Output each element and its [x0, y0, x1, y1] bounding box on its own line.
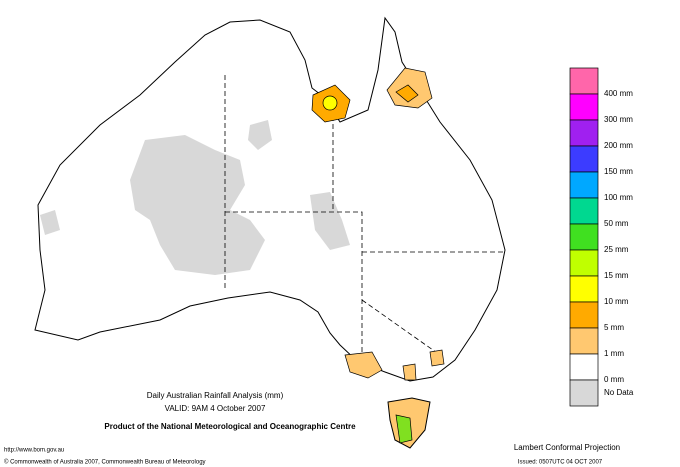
- legend-label: 200 mm: [604, 141, 633, 150]
- legend-swatch: [569, 93, 599, 121]
- rain-area: [395, 414, 413, 444]
- legend-swatch: [569, 145, 599, 173]
- url: http://www.bom.gov.au: [4, 448, 64, 454]
- legend-label: 5 mm: [604, 323, 624, 332]
- legend-label: 400 mm: [604, 89, 633, 98]
- issued: Issued: 0507UTC 04 OCT 2007: [518, 460, 603, 466]
- no-data-area: [248, 120, 272, 150]
- no-data-area: [130, 135, 265, 275]
- legend-swatch: [569, 301, 599, 329]
- product-note: Product of the National Meteorological a…: [104, 422, 356, 431]
- legend-swatch: [569, 327, 599, 355]
- coastline: [34, 16, 506, 382]
- legend-label: 0 mm: [604, 375, 624, 384]
- legend-swatch: [569, 275, 599, 303]
- legend-label: 25 mm: [604, 245, 629, 254]
- map-title: Daily Australian Rainfall Analysis (mm): [147, 391, 284, 400]
- legend-label: 15 mm: [604, 271, 629, 280]
- rain-area: [344, 351, 383, 379]
- legend-swatch: [569, 119, 599, 147]
- legend-swatch: [569, 353, 599, 381]
- rain-area: [402, 363, 417, 381]
- legend-swatch: [569, 171, 599, 199]
- legend-label: 300 mm: [604, 115, 633, 124]
- no-data-area: [310, 192, 350, 250]
- legend-swatch: [569, 197, 599, 225]
- legend-label: 10 mm: [604, 297, 629, 306]
- rain-area: [322, 95, 338, 111]
- no-data-area: [40, 210, 60, 235]
- legend-label: 1 mm: [604, 349, 624, 358]
- rain-area: [395, 84, 419, 103]
- legend: 400 mm 300 mm 200 mm 150 mm 100 mm 50 mm 25 mm…: [569, 67, 634, 407]
- state-border: [224, 75, 505, 370]
- legend-label: 150 mm: [604, 167, 633, 176]
- legend-label: 50 mm: [604, 219, 629, 228]
- copyright: © Commonwealth of Australia 2007, Common…: [4, 459, 206, 466]
- projection: Lambert Conformal Projection: [514, 443, 620, 452]
- legend-swatch: [569, 67, 599, 95]
- legend-swatch: [569, 249, 599, 277]
- legend-swatch: [569, 223, 599, 251]
- legend-label: No Data: [604, 388, 634, 397]
- legend-swatch: [569, 379, 599, 407]
- legend-label: 100 mm: [604, 193, 633, 202]
- rain-area: [429, 349, 445, 367]
- valid-time: VALID: 9AM 4 October 2007: [165, 404, 266, 413]
